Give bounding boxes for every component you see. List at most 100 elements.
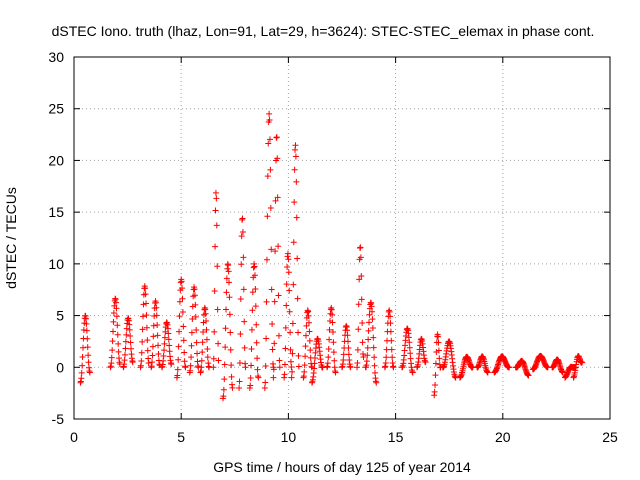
data-point bbox=[192, 301, 199, 308]
data-point bbox=[149, 343, 156, 350]
data-point bbox=[203, 317, 210, 324]
data-point bbox=[178, 278, 185, 285]
data-point bbox=[345, 338, 352, 345]
data-point bbox=[122, 351, 129, 358]
data-point bbox=[355, 301, 362, 308]
data-point bbox=[388, 346, 395, 353]
data-point bbox=[188, 329, 195, 336]
data-point bbox=[283, 302, 290, 309]
data-point bbox=[283, 281, 290, 288]
data-point bbox=[252, 303, 259, 310]
data-point bbox=[268, 246, 275, 253]
data-point bbox=[188, 354, 195, 361]
x-tick-label: 5 bbox=[177, 429, 185, 445]
data-point bbox=[253, 321, 260, 328]
data-point bbox=[340, 357, 347, 364]
data-point bbox=[275, 243, 282, 250]
data-point bbox=[345, 344, 352, 351]
data-point bbox=[188, 342, 195, 349]
data-point bbox=[268, 286, 275, 293]
data-point bbox=[248, 345, 255, 352]
data-point bbox=[237, 296, 244, 303]
data-point bbox=[358, 272, 365, 279]
data-point bbox=[369, 316, 376, 323]
data-point bbox=[329, 319, 336, 326]
data-point bbox=[80, 327, 87, 334]
data-point bbox=[331, 357, 338, 364]
data-point bbox=[328, 306, 335, 313]
data-point bbox=[369, 324, 376, 331]
data-point bbox=[210, 364, 217, 371]
data-point bbox=[290, 239, 297, 246]
data-point bbox=[213, 195, 220, 202]
data-point bbox=[215, 357, 222, 364]
data-point bbox=[305, 312, 312, 319]
data-point bbox=[126, 321, 133, 328]
data-point bbox=[325, 346, 332, 353]
data-point bbox=[354, 346, 361, 353]
data-point bbox=[237, 331, 244, 338]
data-point bbox=[295, 352, 302, 359]
data-point bbox=[326, 336, 333, 343]
data-point bbox=[200, 328, 207, 335]
data-point bbox=[330, 349, 337, 356]
data-point bbox=[273, 134, 280, 141]
data-point bbox=[282, 324, 289, 331]
data-point bbox=[253, 339, 260, 346]
data-point bbox=[366, 319, 373, 326]
data-point bbox=[176, 313, 183, 320]
x-axis-label: GPS time / hours of day 125 of year 2014 bbox=[213, 459, 471, 475]
data-point bbox=[329, 311, 336, 318]
data-point bbox=[332, 369, 339, 376]
data-point bbox=[180, 323, 187, 330]
data-point bbox=[284, 250, 291, 257]
data-point bbox=[276, 357, 283, 364]
data-point bbox=[226, 279, 233, 286]
data-point bbox=[241, 344, 248, 351]
data-point bbox=[150, 333, 157, 340]
data-point bbox=[160, 352, 167, 359]
data-point bbox=[435, 333, 442, 340]
data-point bbox=[221, 376, 228, 383]
y-tick-label: -5 bbox=[52, 411, 65, 427]
axes: 0 5 10 15 20 25 -5 0 5 10 15 20 25 30 bbox=[48, 49, 618, 445]
data-point bbox=[175, 343, 182, 350]
data-point bbox=[364, 352, 371, 359]
data-point bbox=[255, 374, 262, 381]
data-point bbox=[84, 335, 91, 342]
data-point bbox=[79, 354, 86, 361]
data-point bbox=[276, 364, 283, 371]
data-point bbox=[436, 355, 443, 362]
data-point bbox=[281, 361, 288, 368]
data-point bbox=[179, 285, 186, 292]
data-point bbox=[409, 369, 416, 376]
data-point bbox=[388, 337, 395, 344]
data-point bbox=[432, 360, 439, 367]
data-point bbox=[176, 298, 183, 305]
data-point bbox=[139, 326, 146, 333]
data-point bbox=[211, 288, 218, 295]
data-point bbox=[143, 312, 150, 319]
data-point bbox=[360, 353, 367, 360]
data-point bbox=[365, 336, 372, 343]
data-point bbox=[115, 348, 122, 355]
data-point bbox=[123, 325, 130, 332]
data-point bbox=[291, 166, 298, 173]
data-point bbox=[289, 368, 296, 375]
data-point bbox=[248, 362, 255, 369]
y-tick-label: 30 bbox=[48, 49, 64, 65]
data-point bbox=[287, 329, 294, 336]
x-tick-label: 0 bbox=[70, 429, 78, 445]
y-tick-label: 20 bbox=[48, 152, 64, 168]
data-point bbox=[85, 352, 92, 359]
data-point bbox=[293, 178, 300, 185]
data-point bbox=[432, 382, 439, 389]
data-point bbox=[264, 213, 271, 220]
data-point bbox=[110, 328, 117, 335]
data-point bbox=[139, 338, 146, 345]
data-point bbox=[274, 194, 281, 201]
data-point bbox=[181, 349, 188, 356]
data-point bbox=[161, 340, 168, 347]
data-point bbox=[366, 311, 373, 318]
data-point bbox=[142, 285, 149, 292]
